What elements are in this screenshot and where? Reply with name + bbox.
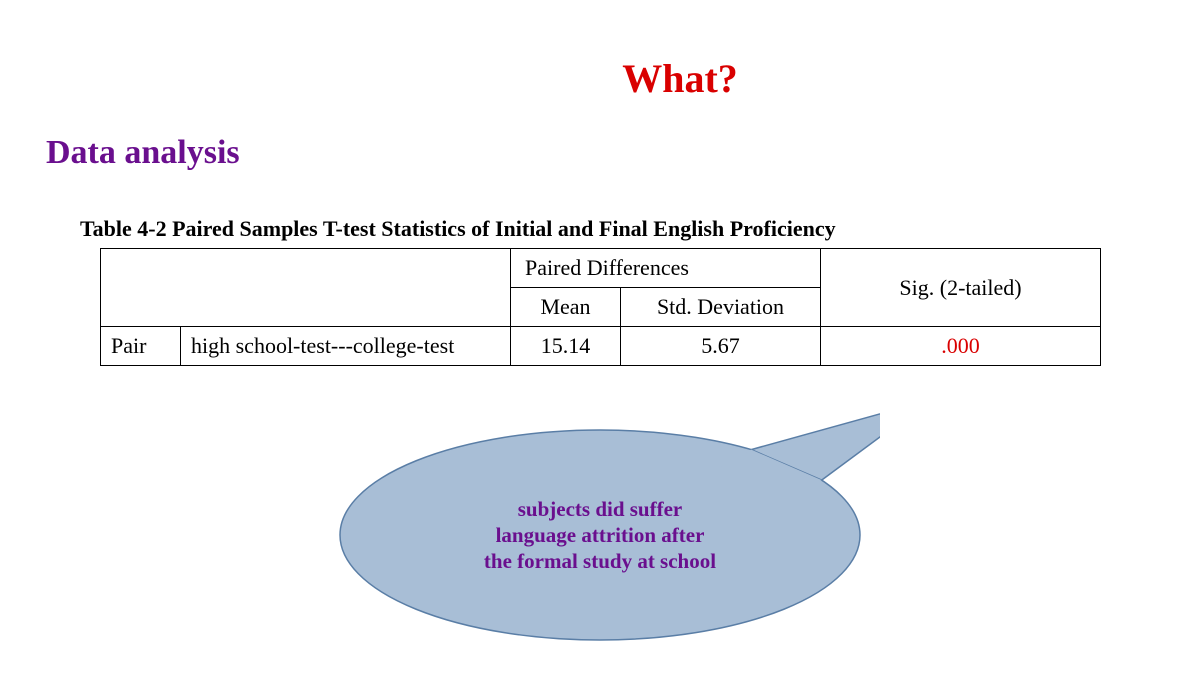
- slide-title: What?: [0, 55, 1200, 102]
- section-heading: Data analysis: [46, 134, 240, 172]
- callout-text: subjects did sufferlanguage attrition af…: [392, 496, 808, 575]
- cell-sig: .000: [821, 327, 1101, 366]
- header-paired-diff: Paired Differences: [511, 249, 821, 288]
- cell-pair-desc: high school-test---college-test: [181, 327, 511, 366]
- header-mean: Mean: [511, 288, 621, 327]
- callout-bubble: subjects did sufferlanguage attrition af…: [320, 370, 880, 650]
- table-data-row: Pair high school-test---college-test 15.…: [101, 327, 1101, 366]
- table-caption: Table 4-2 Paired Samples T-test Statisti…: [80, 216, 836, 242]
- ttest-table: Paired Differences Sig. (2-tailed) Mean …: [100, 248, 1101, 366]
- cell-mean: 15.14: [511, 327, 621, 366]
- table-header-row-1: Paired Differences Sig. (2-tailed): [101, 249, 1101, 288]
- header-sig: Sig. (2-tailed): [821, 249, 1101, 327]
- header-blank: [101, 249, 511, 327]
- cell-pair-label: Pair: [101, 327, 181, 366]
- header-std-dev: Std. Deviation: [621, 288, 821, 327]
- cell-std-dev: 5.67: [621, 327, 821, 366]
